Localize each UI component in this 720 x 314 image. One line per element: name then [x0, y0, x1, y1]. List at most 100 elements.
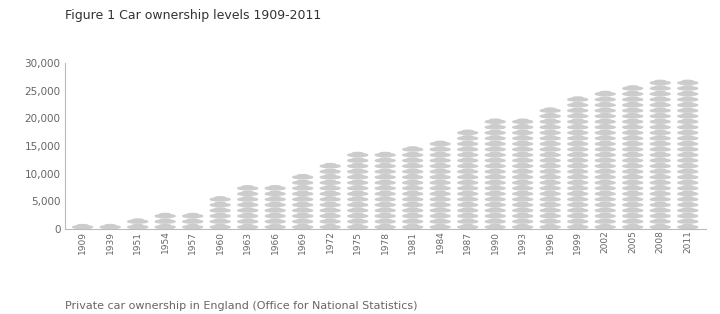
Ellipse shape — [518, 191, 528, 193]
Ellipse shape — [600, 147, 611, 149]
Ellipse shape — [490, 141, 500, 143]
Ellipse shape — [485, 126, 505, 129]
Ellipse shape — [353, 180, 363, 182]
Ellipse shape — [600, 158, 611, 160]
Ellipse shape — [270, 202, 280, 204]
Ellipse shape — [243, 214, 253, 215]
Ellipse shape — [380, 225, 390, 226]
Ellipse shape — [243, 186, 253, 187]
Ellipse shape — [490, 186, 500, 187]
Ellipse shape — [462, 219, 473, 221]
Ellipse shape — [375, 192, 395, 195]
Ellipse shape — [215, 214, 225, 215]
Ellipse shape — [265, 209, 285, 212]
Ellipse shape — [238, 187, 258, 190]
Ellipse shape — [215, 197, 225, 198]
Ellipse shape — [628, 152, 638, 154]
Ellipse shape — [650, 214, 670, 218]
Ellipse shape — [683, 102, 693, 104]
Ellipse shape — [518, 197, 528, 198]
Ellipse shape — [600, 130, 611, 132]
Ellipse shape — [380, 152, 390, 154]
Ellipse shape — [650, 131, 670, 134]
Ellipse shape — [485, 198, 505, 201]
Ellipse shape — [490, 169, 500, 171]
Ellipse shape — [402, 214, 423, 218]
Ellipse shape — [655, 208, 665, 210]
Ellipse shape — [297, 180, 308, 182]
Ellipse shape — [540, 203, 560, 206]
Ellipse shape — [650, 126, 670, 129]
Ellipse shape — [655, 186, 665, 187]
Ellipse shape — [518, 186, 528, 187]
Ellipse shape — [655, 214, 665, 215]
Ellipse shape — [683, 197, 693, 198]
Ellipse shape — [402, 225, 423, 229]
Ellipse shape — [655, 169, 665, 171]
Ellipse shape — [568, 225, 588, 229]
Ellipse shape — [540, 126, 560, 129]
Ellipse shape — [650, 87, 670, 90]
Ellipse shape — [408, 158, 418, 160]
Ellipse shape — [458, 203, 477, 206]
Ellipse shape — [568, 142, 588, 145]
Ellipse shape — [348, 170, 368, 173]
Ellipse shape — [380, 164, 390, 165]
Ellipse shape — [431, 181, 450, 184]
Ellipse shape — [623, 181, 643, 184]
Ellipse shape — [100, 225, 120, 229]
Ellipse shape — [628, 147, 638, 149]
Ellipse shape — [683, 202, 693, 204]
Ellipse shape — [490, 214, 500, 215]
Ellipse shape — [431, 203, 450, 206]
Ellipse shape — [431, 159, 450, 162]
Ellipse shape — [540, 192, 560, 195]
Ellipse shape — [623, 98, 643, 101]
Ellipse shape — [402, 181, 423, 184]
Ellipse shape — [458, 137, 477, 140]
Ellipse shape — [490, 225, 500, 226]
Ellipse shape — [678, 104, 698, 106]
Ellipse shape — [628, 86, 638, 88]
Ellipse shape — [348, 154, 368, 156]
Ellipse shape — [572, 164, 583, 165]
Ellipse shape — [545, 158, 555, 160]
Ellipse shape — [655, 80, 665, 82]
Ellipse shape — [655, 114, 665, 115]
Ellipse shape — [600, 108, 611, 110]
Ellipse shape — [628, 175, 638, 176]
Ellipse shape — [572, 102, 583, 104]
Ellipse shape — [156, 220, 175, 223]
Ellipse shape — [683, 108, 693, 110]
Ellipse shape — [513, 220, 533, 223]
Ellipse shape — [210, 209, 230, 212]
Ellipse shape — [402, 176, 423, 179]
Ellipse shape — [628, 180, 638, 182]
Ellipse shape — [380, 186, 390, 187]
Ellipse shape — [458, 170, 477, 173]
Ellipse shape — [683, 208, 693, 210]
Ellipse shape — [513, 203, 533, 206]
Ellipse shape — [650, 203, 670, 206]
Ellipse shape — [600, 219, 611, 221]
Ellipse shape — [458, 131, 477, 134]
Ellipse shape — [623, 115, 643, 118]
Ellipse shape — [348, 225, 368, 229]
Ellipse shape — [243, 191, 253, 193]
Ellipse shape — [623, 165, 643, 168]
Ellipse shape — [655, 119, 665, 121]
Ellipse shape — [540, 142, 560, 145]
Ellipse shape — [105, 225, 115, 226]
Ellipse shape — [325, 175, 336, 176]
Ellipse shape — [623, 87, 643, 90]
Ellipse shape — [572, 147, 583, 149]
Ellipse shape — [458, 159, 477, 162]
Ellipse shape — [545, 152, 555, 154]
Ellipse shape — [540, 225, 560, 229]
Ellipse shape — [623, 170, 643, 173]
Ellipse shape — [628, 97, 638, 99]
Ellipse shape — [458, 142, 477, 145]
Ellipse shape — [678, 220, 698, 223]
Ellipse shape — [265, 187, 285, 190]
Ellipse shape — [655, 164, 665, 165]
